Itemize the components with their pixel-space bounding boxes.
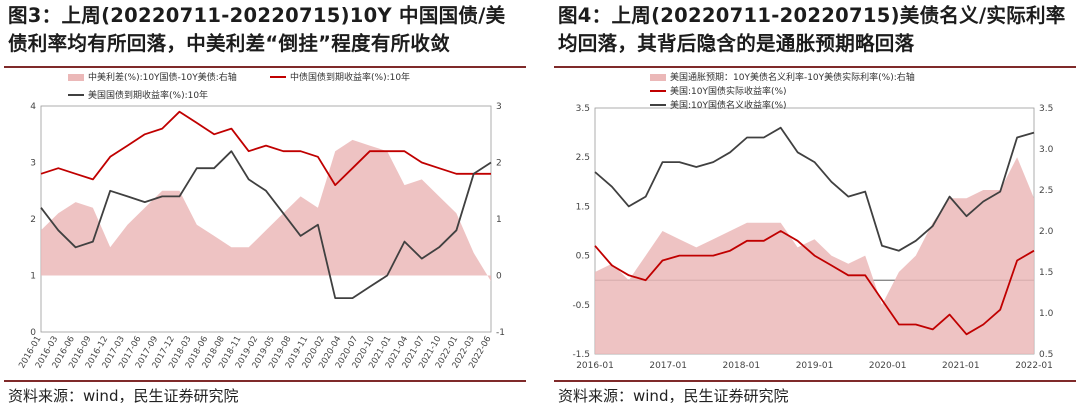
y-tick-right: 3.0 [1039,145,1054,155]
y-tick-left: 0 [30,328,36,338]
source-note: 资料来源：wind，民生证券研究院 [558,387,789,405]
y-tick-right: 2 [496,159,502,169]
legend-label: 美国:10Y国债名义收益率(%) [670,99,787,111]
y-tick-left: 2 [30,215,36,225]
source-divider [554,380,1076,382]
legend-label: 美国国债到期收益率(%):10年 [88,89,208,101]
y-tick-left: 1.5 [576,202,590,212]
legend-swatch [68,74,84,81]
y-tick-left: 3.5 [576,104,590,114]
y-tick-left: -0.5 [572,301,590,311]
x-tick-label: 2020-01 [869,361,907,371]
legend-swatch [650,74,666,81]
legend-label: 中债国债到期收益率(%):10年 [290,71,410,83]
y-tick-right: 2.0 [1039,227,1054,237]
x-tick-label: 2022-01 [1015,361,1053,371]
series-line [40,110,491,186]
legend-label: 美国通胀预期：10Y美债名义利率-10Y美债实际利率(%):右轴 [670,71,915,83]
y-tick-left: 0.5 [576,252,590,262]
y-tick-right: 3 [496,102,502,112]
y-tick-left: 4 [30,102,36,112]
y-tick-right: 0.5 [1039,350,1053,360]
legend-label: 美国:10Y国债实际收益率(%) [670,85,787,97]
title-divider [554,66,1076,68]
series-line [594,126,1035,252]
chart-left: 01234-101232016-012016-032016-062016-092… [17,71,505,370]
y-tick-right: 1.0 [1039,309,1054,319]
y-tick-right: 3.5 [1039,104,1053,114]
source-note: 资料来源：wind，民生证券研究院 [8,387,239,405]
plot-frame [40,105,492,333]
y-tick-left: -1.5 [572,350,590,360]
x-tick-label: 2017-01 [649,361,687,371]
chart-title: 图3：上周(20220711-20220715)10Y 中国国债/美债利率均有所… [8,4,506,55]
y-tick-right: -1 [496,328,505,338]
x-tick-label: 2019-01 [796,361,834,371]
series-area [41,139,491,282]
x-tick-label: 2018-01 [723,361,761,371]
y-tick-right: 1 [496,215,502,225]
chart-panel-right: 图4：上周(20220711-20220715)美债名义/实际利率均回落，其背后… [550,0,1080,411]
chart-title: 图4：上周(20220711-20220715)美债名义/实际利率均回落，其背后… [558,4,1066,55]
chart-panel-left: 图3：上周(20220711-20220715)10Y 中国国债/美债利率均有所… [0,0,530,411]
y-tick-right: 1.5 [1039,268,1053,278]
series-line [40,150,492,300]
y-tick-left: 1 [30,272,36,282]
source-divider [4,380,526,382]
y-tick-left: 2.5 [576,153,590,163]
chart-right: -1.5 -0.5 0.5 1.5 2.5 3.5 0.5 1.0 1.5 2.0 2.5 3.0 3.… [572,71,1054,371]
x-tick-label: 2016-01 [576,361,614,371]
title-divider [4,66,526,68]
y-tick-right: 0 [496,272,502,282]
series-line [594,230,1035,336]
x-tick-label: 2021-01 [942,361,980,371]
legend-label: 中美利差(%):10Y国债-10Y美债:右轴 [88,71,237,83]
y-tick-left: 3 [30,159,36,169]
y-tick-right: 2.5 [1039,186,1053,196]
